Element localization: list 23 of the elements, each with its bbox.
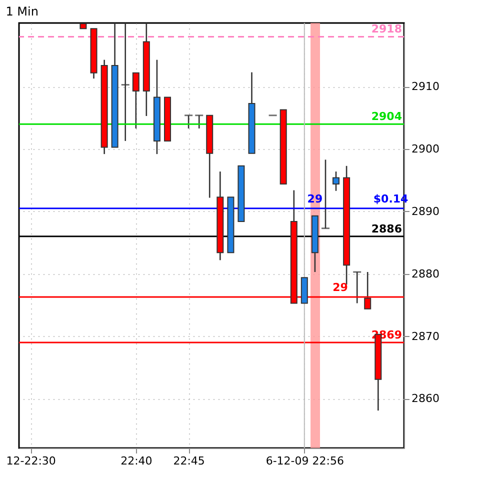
y-tick-label: 2880	[412, 267, 440, 280]
candlestick	[132, 72, 140, 130]
y-tick-label: 2910	[412, 80, 440, 94]
x-tick-label: 6-12-09 22:56	[266, 454, 344, 468]
x-tick-label: 12-22:30	[6, 454, 56, 468]
candlestick	[195, 114, 204, 130]
y-tick-label: 2870	[412, 330, 440, 343]
y-tick-label: 2900	[412, 142, 440, 156]
y-tick-label: 2890	[412, 204, 440, 218]
ref-line-label: 2918	[371, 22, 402, 36]
annotation: 29	[332, 280, 348, 294]
candlestick	[121, 22, 130, 142]
annotation: 29	[307, 192, 323, 206]
candlestick	[322, 159, 330, 230]
ref-line-label: 2904	[371, 110, 402, 124]
x-tick-label: 22:45	[173, 454, 205, 468]
x-tick-label: 22:40	[120, 454, 152, 468]
candlestick	[184, 114, 193, 130]
y-tick-label: 2860	[412, 392, 440, 406]
chart-title: 1 Min	[6, 4, 38, 18]
candlestick	[332, 170, 340, 192]
candlestick	[353, 271, 362, 304]
ref-line-label: 2886	[371, 222, 402, 236]
